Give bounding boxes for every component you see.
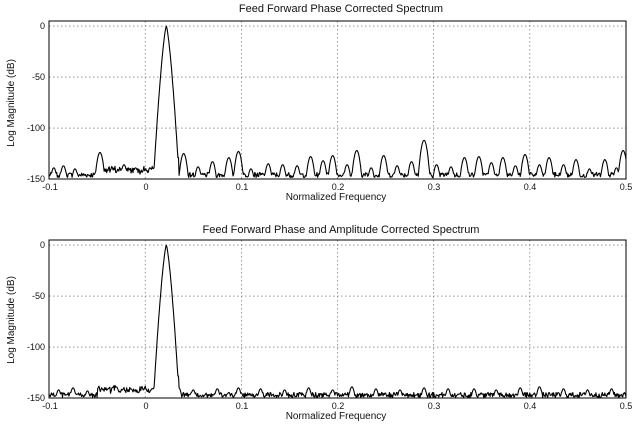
x-tick-label: 0 [143,401,148,411]
y-tick-label: 0 [40,240,45,250]
grid-lines [49,21,626,179]
spectrum-line [48,25,627,179]
y-axis-label: Log Magnitude (dB) [6,59,17,147]
x-tick-labels: -0.1 0 0.1 0.2 0.3 0.4 0.5 [42,401,632,411]
x-axis-label: Normalized Frequency [286,411,387,422]
x-axis-label: Normalized Frequency [286,192,387,203]
x-tick-label: 0 [143,182,148,192]
panel-phase-corrected: Feed Forward Phase Corrected Spectrum 0 … [6,3,632,203]
x-tick-label: 0.1 [236,182,249,192]
x-tick-label: 0.3 [428,401,441,411]
y-tick-labels: 0 -50 -100 -150 [27,21,45,184]
grid-lines [49,240,626,398]
y-tick-label: -100 [27,342,45,352]
y-tick-label: 0 [40,21,45,31]
x-tick-label: 0.4 [524,401,537,411]
y-tick-label: -50 [32,291,45,301]
plot-frame [48,20,627,180]
x-tick-label: 0.2 [332,182,345,192]
x-tick-label: -0.1 [42,182,58,192]
chart-title: Feed Forward Phase Corrected Spectrum [239,3,443,15]
y-axis-label: Log Magnitude (dB) [6,276,17,364]
series-layer [48,25,627,179]
x-tick-label: 0.3 [428,182,441,192]
panel-phase-amplitude-corrected: Feed Forward Phase and Amplitude Correct… [6,224,632,422]
series-layer [48,244,627,399]
y-tick-label: -50 [32,72,45,82]
x-tick-label: 0.2 [332,401,345,411]
x-tick-label: 0.4 [524,182,537,192]
chart-title: Feed Forward Phase and Amplitude Correct… [203,224,480,236]
x-tick-labels: -0.1 0 0.1 0.2 0.3 0.4 0.5 [42,182,632,192]
x-tick-label: -0.1 [42,401,58,411]
plot-frame [48,239,627,399]
y-tick-label: -150 [27,393,45,403]
spectrum-line [48,244,627,399]
y-tick-label: -150 [27,174,45,184]
x-tick-label: 0.5 [620,401,633,411]
y-tick-labels: 0 -50 -100 -150 [27,240,45,403]
x-tick-label: 0.5 [620,182,633,192]
y-tick-label: -100 [27,123,45,133]
x-tick-label: 0.1 [236,401,249,411]
